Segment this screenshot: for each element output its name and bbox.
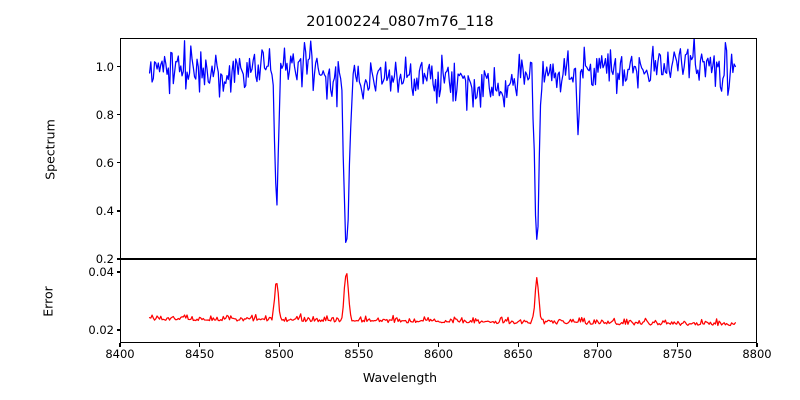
y-tick-label-spectrum-0.8: 0.8	[95, 107, 114, 122]
y-axis-label-spectrum: Spectrum	[42, 119, 58, 180]
x-tick-label-8550: 8550	[344, 347, 374, 361]
x-tick-label-8800: 8800	[742, 347, 772, 361]
x-tick-label-8650: 8650	[503, 347, 533, 361]
x-tick-mark-8400	[119, 343, 121, 347]
y-tick-mark-error-0.04	[116, 271, 120, 273]
y-tick-label-error-0.04: 0.04	[88, 265, 114, 280]
y-tick-mark-spectrum-0.4	[116, 210, 120, 212]
x-tick-mark-8750	[676, 343, 678, 347]
error-series	[148, 273, 736, 327]
x-tick-label-8700: 8700	[583, 347, 613, 361]
spectrum-plot-area	[120, 38, 757, 259]
x-tick-mark-8650	[517, 343, 519, 347]
y-tick-mark-spectrum-0.8	[116, 114, 120, 116]
y-tick-mark-spectrum-0.2	[116, 258, 120, 260]
x-tick-mark-8500	[278, 343, 280, 347]
page-title: 20100224_0807m76_118	[306, 14, 494, 30]
x-tick-label-8750: 8750	[662, 347, 693, 361]
y-tick-label-spectrum-1: 1.0	[95, 59, 114, 74]
y-tick-label-spectrum-0.6: 0.6	[95, 155, 114, 170]
y-tick-mark-error-0.02	[116, 329, 120, 331]
x-tick-mark-8600	[437, 343, 440, 347]
x-axis-label: Wavelength	[362, 370, 438, 385]
x-tick-mark-8450	[199, 343, 201, 347]
x-tick-label-8600: 8600	[423, 347, 454, 361]
x-tick-mark-8550	[358, 343, 360, 347]
x-tick-mark-8700	[597, 343, 599, 347]
y-tick-label-spectrum-0.2: 0.2	[95, 252, 114, 266]
spectrum-series	[148, 39, 736, 243]
x-tick-label-8500: 8500	[264, 347, 294, 361]
x-tick-label-8400: 8400	[105, 347, 135, 361]
y-tick-label-error-0.02: 0.02	[88, 322, 114, 337]
y-tick-mark-spectrum-1	[116, 66, 120, 68]
x-tick-mark-8800	[756, 343, 758, 347]
error-plot-area	[120, 259, 757, 343]
y-tick-label-spectrum-0.4: 0.4	[95, 203, 114, 218]
y-tick-mark-spectrum-0.6	[116, 162, 120, 164]
x-tick-label-8450: 8450	[184, 347, 215, 361]
y-axis-label-error: Error	[40, 286, 56, 317]
